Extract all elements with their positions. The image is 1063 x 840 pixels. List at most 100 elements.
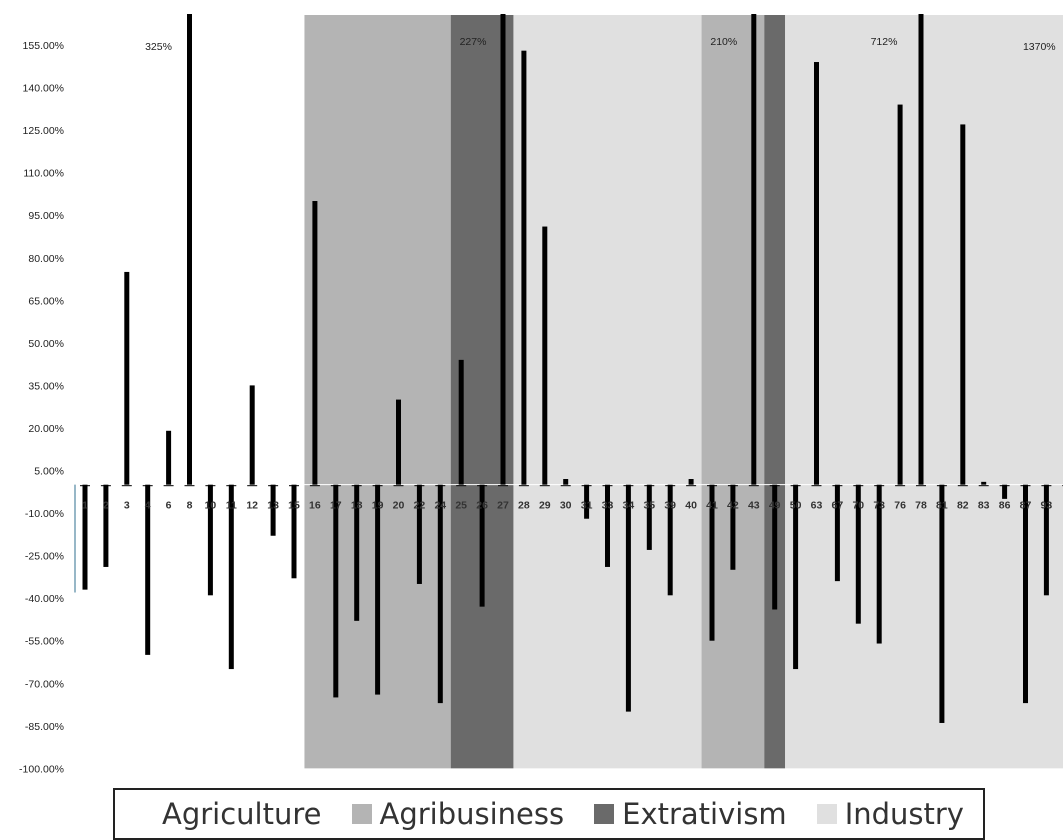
x-tick-label-83: 83: [978, 500, 990, 512]
bar-63: [814, 62, 819, 485]
x-tick-label-49: 49: [769, 500, 781, 512]
y-tick-label: -70.00%: [25, 678, 64, 690]
legend-swatch-extrativism: [594, 804, 615, 824]
bar-11: [228, 484, 234, 670]
bar-39: [667, 484, 673, 596]
bar-18: [354, 484, 360, 621]
legend-label-agribusiness: Agribusiness: [379, 797, 565, 831]
bar-82: [960, 124, 966, 485]
bar-73: [876, 484, 882, 644]
bar-28: [521, 50, 527, 485]
x-tick-label-16: 16: [309, 500, 321, 512]
x-tick-label-78: 78: [915, 500, 927, 512]
bar-20: [396, 399, 401, 485]
x-tick-label-40: 40: [685, 500, 697, 512]
x-tick-label-10: 10: [205, 500, 217, 512]
x-tick-label-43: 43: [748, 500, 760, 512]
bar-25: [458, 359, 464, 485]
y-tick-label: 110.00%: [23, 168, 64, 180]
x-tick-label-63: 63: [811, 500, 823, 512]
bar-31: [584, 484, 590, 519]
bar-17: [333, 484, 339, 698]
y-tick-label: 80.00%: [28, 253, 64, 265]
x-tick-label-18: 18: [351, 500, 363, 512]
x-tick-label-6: 6: [166, 500, 172, 512]
bar-13: [270, 484, 276, 536]
x-tick-label-12: 12: [246, 500, 258, 512]
bar-34: [625, 484, 631, 712]
x-tick-label-39: 39: [664, 500, 676, 512]
bar-22: [416, 484, 422, 584]
y-tick-label: -100.00%: [19, 763, 64, 775]
annotation-43: 210%: [710, 36, 737, 48]
x-tick-label-73: 73: [873, 500, 885, 512]
x-tick-label-81: 81: [936, 500, 948, 512]
annotation-9: 1370%: [1023, 41, 1056, 53]
y-tick-label: 125.00%: [23, 125, 64, 137]
y-tick-label: 155.00%: [23, 40, 64, 52]
x-tick-label-87: 87: [1020, 500, 1032, 512]
bar-26: [479, 484, 485, 607]
x-tick-label-22: 22: [414, 500, 426, 512]
y-tick-label: -10.00%: [25, 508, 64, 520]
bar-29: [542, 226, 548, 485]
bar-83: [981, 481, 987, 485]
sector-band-extrativism-5: [764, 15, 786, 769]
legend-item-extrativism: Extrativism: [594, 797, 787, 831]
y-tick-label: 95.00%: [28, 210, 64, 222]
y-tick-label: -25.00%: [25, 551, 64, 563]
legend-swatch-agribusiness: [351, 804, 372, 824]
bar-41: [709, 484, 715, 641]
bar-42: [730, 484, 736, 570]
legend-label-industry: Industry: [844, 797, 964, 831]
legend-swatch-industry: [816, 804, 837, 824]
bar-33: [605, 484, 610, 567]
bar-43: [751, 14, 757, 485]
x-tick-label-1: 1: [82, 500, 88, 512]
legend-label-agriculture: Agriculture: [162, 797, 322, 831]
legend-item-agribusiness: Agribusiness: [351, 797, 565, 831]
x-tick-label-11: 11: [226, 500, 237, 512]
x-tick-label-35: 35: [643, 500, 655, 512]
bar-86: [1002, 484, 1008, 499]
x-tick-label-27: 27: [497, 500, 509, 512]
bar-16: [312, 201, 318, 485]
y-tick-label: 20.00%: [28, 423, 64, 435]
bar-81: [939, 484, 945, 723]
bar-30: [563, 479, 569, 485]
legend: Agriculture Agribusiness Extrativism Ind…: [113, 788, 985, 840]
x-tick-label-33: 33: [602, 500, 614, 512]
legend-item-industry: Industry: [816, 797, 964, 831]
x-tick-label-13: 13: [267, 500, 279, 512]
x-tick-label-24: 24: [434, 500, 446, 512]
x-tick-label-29: 29: [539, 500, 551, 512]
x-tick-label-15: 15: [288, 500, 300, 512]
bar-93: [1043, 484, 1049, 596]
bar-67: [834, 484, 840, 582]
bar-2: [103, 484, 109, 567]
x-tick-label-19: 19: [372, 500, 384, 512]
x-tick-label-4: 4: [145, 500, 151, 512]
bar-3: [124, 271, 130, 485]
bar-50: [793, 484, 799, 670]
y-tick-label: 5.00%: [34, 466, 64, 478]
x-tick-label-42: 42: [727, 500, 739, 512]
x-tick-label-28: 28: [518, 500, 530, 512]
bar-1: [82, 484, 88, 590]
sector-band-industry-6: [785, 15, 1063, 769]
legend-label-extrativism: Extrativism: [622, 797, 787, 831]
x-tick-label-67: 67: [832, 500, 844, 512]
x-tick-label-70: 70: [852, 500, 864, 512]
x-tick-label-8: 8: [187, 500, 193, 512]
legend-item-agriculture: Agriculture: [134, 797, 322, 831]
bar-12: [249, 385, 255, 485]
y-tick-label: -40.00%: [25, 593, 64, 605]
y-tick-label: 140.00%: [23, 83, 64, 95]
x-tick-label-30: 30: [560, 500, 572, 512]
x-tick-label-2: 2: [103, 500, 109, 512]
bar-76: [897, 104, 903, 485]
bar-35: [646, 484, 652, 550]
y-tick-label: -55.00%: [25, 636, 64, 648]
legend-swatch-agriculture: [134, 804, 154, 824]
annotation-27: 227%: [460, 36, 487, 48]
